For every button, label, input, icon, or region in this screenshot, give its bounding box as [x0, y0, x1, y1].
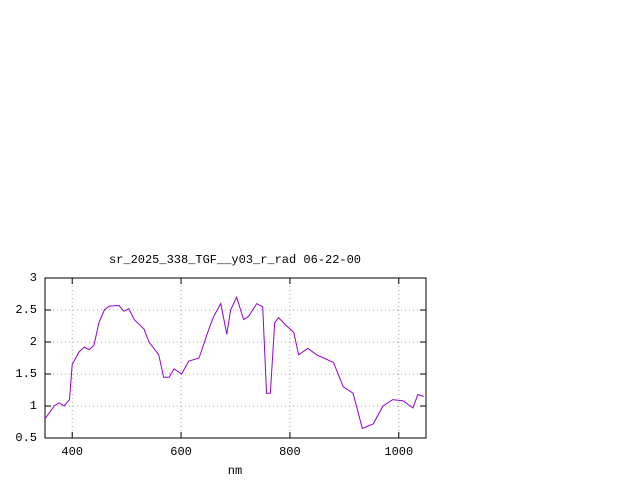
plot-frame — [44, 277, 427, 439]
data-line — [44, 295, 424, 430]
y-tick-label: 2.5 — [15, 303, 37, 317]
x-tick-label: 600 — [170, 445, 192, 459]
x-tick-label: 1000 — [384, 445, 413, 459]
x-tick-label: 800 — [279, 445, 301, 459]
y-tick-label: 1.5 — [15, 367, 37, 381]
y-tick-label: 1 — [30, 399, 37, 413]
chart-title: sr_2025_338_TGF__y03_r_rad 06-22-00 — [109, 253, 361, 267]
y-tick-label: 0.5 — [15, 431, 37, 445]
x-tick-label: 400 — [61, 445, 83, 459]
y-tick-label: 3 — [30, 271, 37, 285]
x-axis-label: nm — [228, 464, 242, 478]
y-tick-label: 2 — [30, 335, 37, 349]
